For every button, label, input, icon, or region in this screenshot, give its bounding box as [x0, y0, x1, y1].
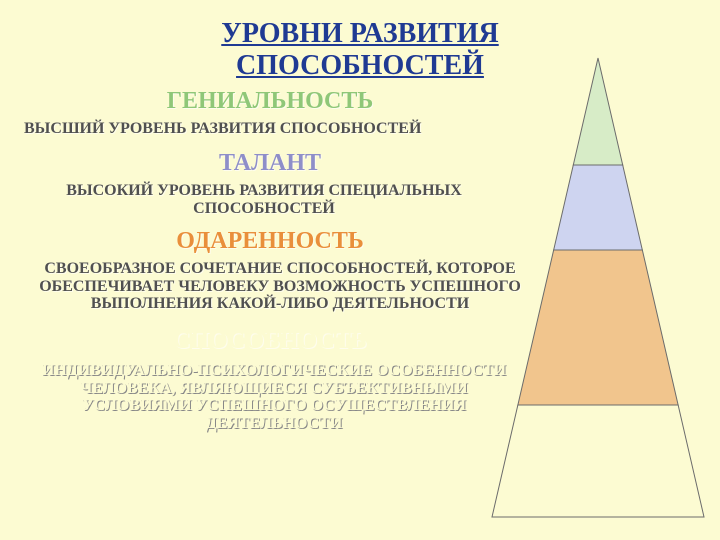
level-desc-3: ИНДИВИДУАЛЬНО-ПСИХОЛОГИЧЕСКИЕ ОСОБЕННОСТ…: [24, 362, 524, 432]
page-title-line1: УРОВНИ РАЗВИТИЯ: [221, 18, 498, 49]
level-title-3: СПОСОБНОСТЬ: [0, 328, 540, 355]
level-title-1: ТАЛАНТ: [0, 150, 540, 177]
level-desc-2: СВОЕОБРАЗНОЕ СОЧЕТАНИЕ СПОСОБНОСТЕЙ, КОТ…: [10, 260, 550, 313]
level-desc-1: ВЫСОКИЙ УРОВЕНЬ РАЗВИТИЯ СПЕЦИАЛЬНЫХ СПО…: [24, 182, 504, 217]
level-title-0: ГЕНИАЛЬНОСТЬ: [0, 88, 540, 115]
page-title-line2: СПОСОБНОСТЕЙ: [236, 50, 484, 81]
level-title-2: ОДАРЕННОСТЬ: [0, 228, 540, 255]
slide-stage: УРОВНИ РАЗВИТИЯ СПОСОБНОСТЕЙ ГЕНИАЛЬНОСТ…: [0, 0, 720, 540]
page-title: УРОВНИ РАЗВИТИЯ СПОСОБНОСТЕЙ: [0, 18, 720, 82]
level-desc-0: ВЫСШИЙ УРОВЕНЬ РАЗВИТИЯ СПОСОБНОСТЕЙ: [24, 120, 524, 138]
pyramid-section-1: [554, 165, 643, 250]
